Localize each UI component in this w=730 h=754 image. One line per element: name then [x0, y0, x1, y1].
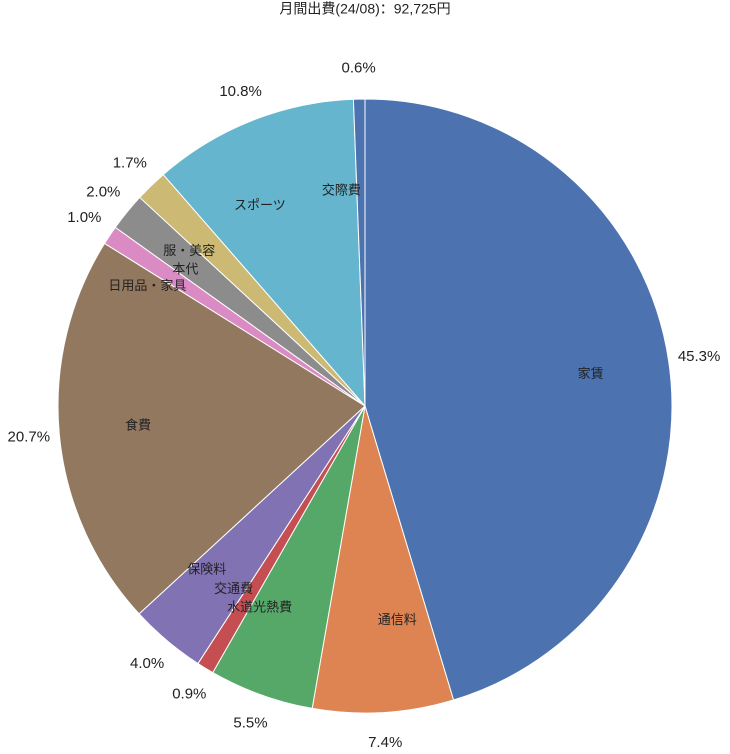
slice-category-label: 水道光熱費: [227, 600, 292, 615]
slice-category-label: 家賃: [578, 366, 604, 381]
pie-slice: [364, 98, 673, 701]
slice-percent-label: 7.4%: [368, 734, 402, 751]
chart-title: 月間出費(24/08)：92,725円: [279, 1, 450, 17]
pie-slice: [311, 405, 455, 714]
slice-percent-label: 5.5%: [233, 715, 267, 732]
slice-percent-label: 0.6%: [341, 59, 375, 76]
pie-slice: [352, 98, 366, 407]
slice-category-label: 服・美容: [163, 243, 215, 258]
slice-category-label: 交通費: [214, 581, 253, 596]
slice-percent-label: 10.8%: [219, 83, 262, 100]
slice-category-label: 交際費: [322, 183, 361, 198]
slice-category-label: 食費: [125, 417, 151, 432]
slice-category-label: 本代: [172, 262, 198, 277]
slice-percent-label: 20.7%: [8, 428, 51, 445]
slice-percent-label: 4.0%: [130, 655, 164, 672]
slice-percent-label: 1.7%: [113, 155, 147, 172]
pie-labels: 家賃 45.3% 通信料 7.4% 水道光熱費 5.5% 交通費 0.9% 保険料 4.0% 食費 2…: [8, 59, 721, 751]
slice-category-label: スポーツ: [234, 198, 286, 213]
slice-category-label: 通信料: [378, 612, 417, 627]
slice-percent-label: 0.9%: [172, 685, 206, 702]
slice-percent-label: 2.0%: [86, 184, 120, 201]
slice-category-label: 日用品・家具: [108, 278, 186, 293]
pie-slice: [162, 98, 366, 407]
pie-slice: [57, 242, 366, 615]
slice-category-label: 保険料: [187, 562, 226, 577]
slice-percent-label: 1.0%: [67, 209, 101, 226]
pie-slices: [57, 98, 673, 714]
slice-percent-label: 45.3%: [678, 348, 721, 365]
